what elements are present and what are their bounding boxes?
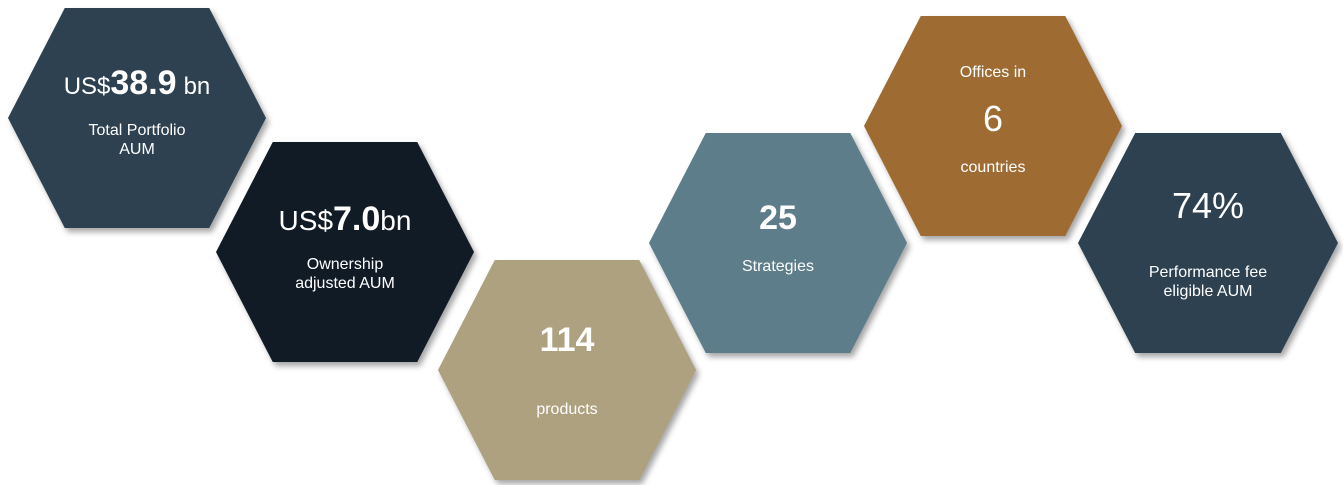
caption: countries (864, 158, 1122, 177)
intro: Offices in (959, 64, 1027, 81)
suffix: bn (183, 73, 211, 100)
caption: products (438, 400, 696, 419)
caption: Performance fee eligible AUM (1078, 263, 1338, 301)
value: 38.9 (110, 64, 177, 102)
hexagon: 114 products (438, 260, 696, 480)
hexagon: US$38.9 bn Total Portfolio AUM (8, 8, 266, 228)
caption-line: Performance fee (1148, 264, 1268, 281)
caption-line: Strategies (741, 258, 815, 275)
caption-line: Total Portfolio (88, 122, 186, 139)
caption: Ownership adjusted AUM (216, 255, 474, 293)
caption-line: Ownership (306, 256, 384, 273)
caption-line: products (536, 401, 598, 418)
hexagon: 74% Performance fee eligible AUM (1078, 133, 1338, 353)
caption: Total Portfolio AUM (8, 121, 266, 159)
value: 114 (539, 321, 595, 359)
caption-line: adjusted AUM (295, 275, 395, 292)
value: 25 (759, 199, 797, 237)
value: 7.0 (333, 200, 381, 238)
prefix: US$ (278, 205, 334, 236)
prefix: US$ (63, 73, 111, 100)
hexagon: US$7.0bn Ownership adjusted AUM (216, 142, 474, 362)
suffix: bn (380, 205, 412, 236)
value: 6 (982, 98, 1004, 139)
headline: US$7.0bn (216, 202, 474, 236)
caption-line: AUM (119, 141, 155, 158)
caption: Strategies (649, 257, 907, 276)
headline: US$38.9 bn (8, 66, 266, 100)
hexagon: Offices in 6 countries (864, 16, 1122, 236)
value: 74% (1171, 185, 1245, 226)
hexagon: 25 Strategies (649, 133, 907, 353)
caption-line: eligible AUM (1163, 283, 1253, 300)
caption-line: countries (960, 159, 1026, 176)
